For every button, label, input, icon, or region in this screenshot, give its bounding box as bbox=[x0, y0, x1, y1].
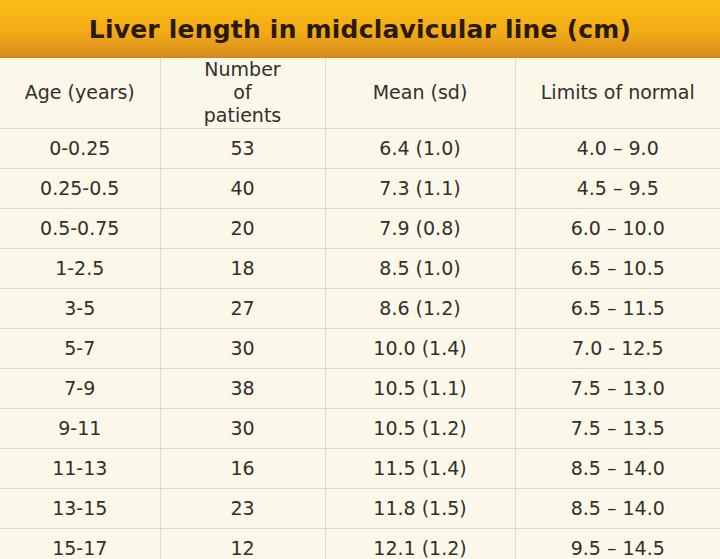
table-cell: 4.5 – 9.5 bbox=[515, 168, 720, 208]
table-cell: 7.9 (0.8) bbox=[325, 208, 515, 248]
table-row: 5-73010.0 (1.4)7.0 - 12.5 bbox=[0, 328, 720, 368]
table-cell: 1-2.5 bbox=[0, 248, 160, 288]
table-cell: 4.0 – 9.0 bbox=[515, 128, 720, 168]
table-cell: 11-13 bbox=[0, 448, 160, 488]
table-cell: 12 bbox=[160, 528, 325, 559]
table-cell: 10.0 (1.4) bbox=[325, 328, 515, 368]
table-cell: 0-0.25 bbox=[0, 128, 160, 168]
header-row: Age (years) Number of patients Mean (sd)… bbox=[0, 58, 720, 128]
table-cell: 6.0 – 10.0 bbox=[515, 208, 720, 248]
table-cell: 6.4 (1.0) bbox=[325, 128, 515, 168]
table-cell: 15-17 bbox=[0, 528, 160, 559]
table-row: 9-113010.5 (1.2)7.5 – 13.5 bbox=[0, 408, 720, 448]
table-cell: 8.5 – 14.0 bbox=[515, 488, 720, 528]
column-header-age: Age (years) bbox=[0, 58, 160, 128]
table-cell: 53 bbox=[160, 128, 325, 168]
table-cell: 6.5 – 10.5 bbox=[515, 248, 720, 288]
table-cell: 8.6 (1.2) bbox=[325, 288, 515, 328]
table-header: Age (years) Number of patients Mean (sd)… bbox=[0, 58, 720, 128]
table-cell: 9-11 bbox=[0, 408, 160, 448]
table-cell: 0.25-0.5 bbox=[0, 168, 160, 208]
table-cell: 7.5 – 13.0 bbox=[515, 368, 720, 408]
table-row: 3-5278.6 (1.2)6.5 – 11.5 bbox=[0, 288, 720, 328]
table-cell: 7-9 bbox=[0, 368, 160, 408]
table-cell: 5-7 bbox=[0, 328, 160, 368]
column-header-limits-of-normal: Limits of normal bbox=[515, 58, 720, 128]
table-cell: 11.5 (1.4) bbox=[325, 448, 515, 488]
table-row: 15-171212.1 (1.2)9.5 – 14.5 bbox=[0, 528, 720, 559]
table-cell: 16 bbox=[160, 448, 325, 488]
table-cell: 38 bbox=[160, 368, 325, 408]
table-cell: 10.5 (1.1) bbox=[325, 368, 515, 408]
table-cell: 8.5 – 14.0 bbox=[515, 448, 720, 488]
table-cell: 30 bbox=[160, 328, 325, 368]
table-body: 0-0.25536.4 (1.0)4.0 – 9.00.25-0.5407.3 … bbox=[0, 128, 720, 559]
table-cell: 6.5 – 11.5 bbox=[515, 288, 720, 328]
column-header-mean-sd: Mean (sd) bbox=[325, 58, 515, 128]
table-title: Liver length in midclavicular line (cm) bbox=[0, 0, 720, 58]
table-cell: 30 bbox=[160, 408, 325, 448]
table-cell: 10.5 (1.2) bbox=[325, 408, 515, 448]
table-cell: 7.3 (1.1) bbox=[325, 168, 515, 208]
table-cell: 20 bbox=[160, 208, 325, 248]
table-cell: 23 bbox=[160, 488, 325, 528]
column-header-number-of-patients: Number of patients bbox=[160, 58, 325, 128]
table-cell: 27 bbox=[160, 288, 325, 328]
table-row: 0.25-0.5407.3 (1.1)4.5 – 9.5 bbox=[0, 168, 720, 208]
table-row: 0.5-0.75207.9 (0.8)6.0 – 10.0 bbox=[0, 208, 720, 248]
page: Liver length in midclavicular line (cm) … bbox=[0, 0, 720, 559]
table-cell: 13-15 bbox=[0, 488, 160, 528]
table-cell: 3-5 bbox=[0, 288, 160, 328]
table-cell: 18 bbox=[160, 248, 325, 288]
table-cell: 40 bbox=[160, 168, 325, 208]
table-row: 0-0.25536.4 (1.0)4.0 – 9.0 bbox=[0, 128, 720, 168]
table-cell: 8.5 (1.0) bbox=[325, 248, 515, 288]
table-row: 13-152311.8 (1.5)8.5 – 14.0 bbox=[0, 488, 720, 528]
table-cell: 12.1 (1.2) bbox=[325, 528, 515, 559]
table-row: 11-131611.5 (1.4)8.5 – 14.0 bbox=[0, 448, 720, 488]
liver-length-table: Age (years) Number of patients Mean (sd)… bbox=[0, 58, 720, 559]
table-cell: 0.5-0.75 bbox=[0, 208, 160, 248]
table-cell: 7.5 – 13.5 bbox=[515, 408, 720, 448]
table-row: 7-93810.5 (1.1)7.5 – 13.0 bbox=[0, 368, 720, 408]
table-cell: 7.0 - 12.5 bbox=[515, 328, 720, 368]
table-row: 1-2.5188.5 (1.0)6.5 – 10.5 bbox=[0, 248, 720, 288]
table-cell: 9.5 – 14.5 bbox=[515, 528, 720, 559]
table-cell: 11.8 (1.5) bbox=[325, 488, 515, 528]
